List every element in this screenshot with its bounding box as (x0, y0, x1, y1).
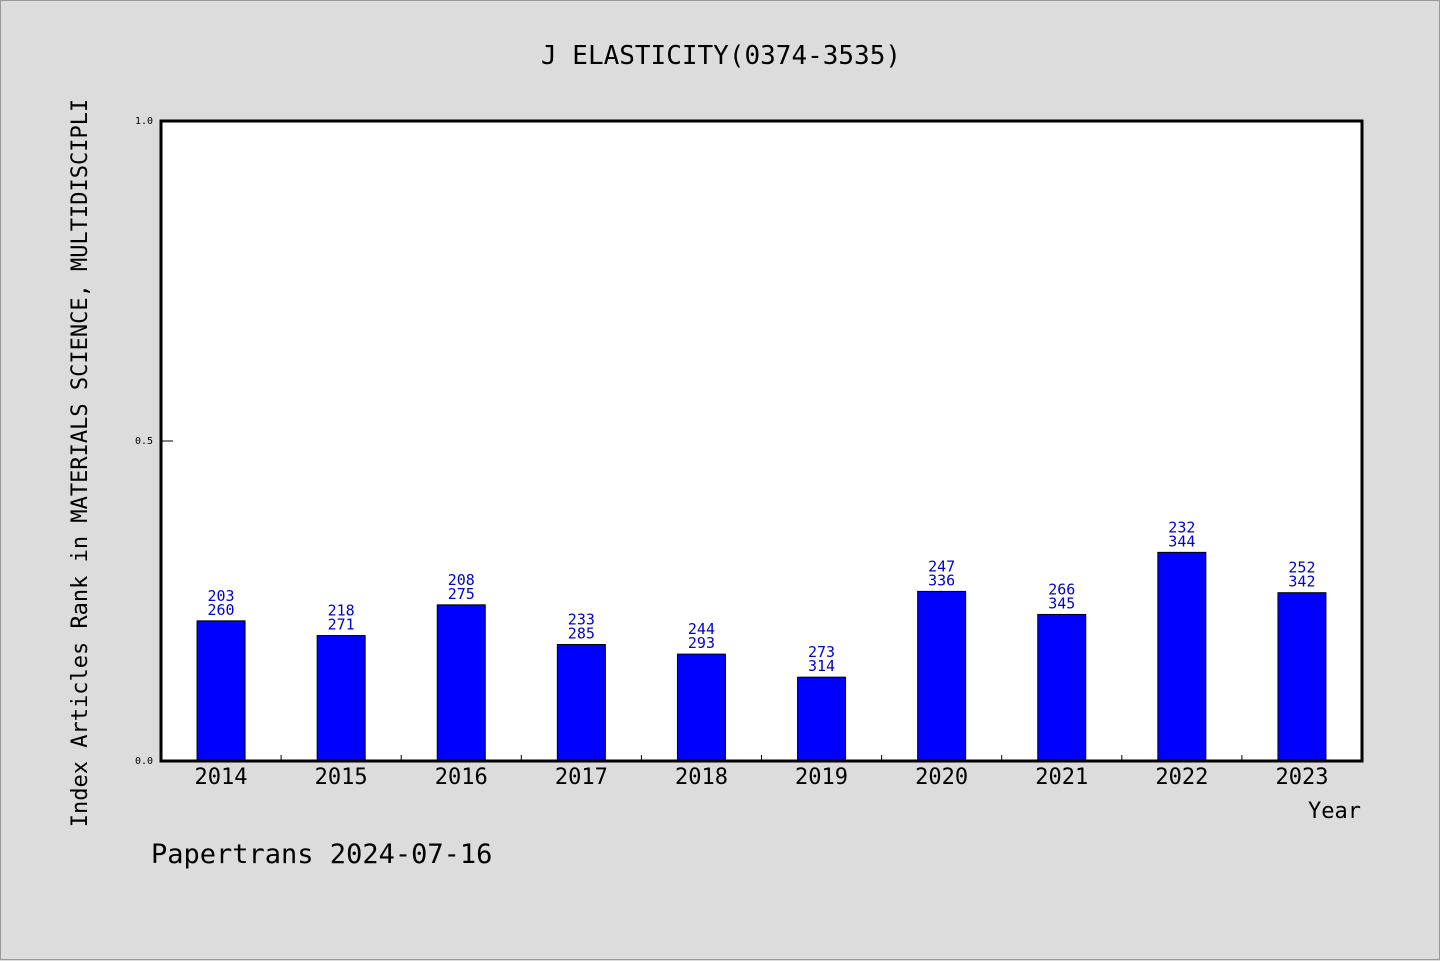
bar-label-bottom: 342 (1288, 573, 1315, 591)
x-tick-label: 2022 (1155, 765, 1208, 790)
x-tick-label: 2023 (1275, 765, 1328, 790)
y-tick-label: 0.5 (135, 436, 153, 447)
bar-label-bottom: 293 (688, 634, 715, 652)
bar-label-top: 266 (1048, 580, 1075, 598)
chart-title: J ELASTICITY(0374-3535) (541, 41, 901, 71)
x-tick-label: 2014 (195, 765, 248, 790)
x-tick-label: 2016 (435, 765, 488, 790)
bar-label-top: 273 (808, 643, 835, 661)
bar-label-top: 203 (208, 587, 235, 605)
bar-label-top: 244 (688, 620, 715, 638)
bar-2018 (676, 653, 726, 762)
bar-label-bottom: 345 (1048, 594, 1075, 612)
bar-2016 (436, 604, 486, 762)
bar-label-top: 218 (328, 602, 355, 620)
y-axis-label: Index Articles Rank in MATERIALS SCIENCE… (68, 99, 93, 827)
bar-label-bottom: 336 (928, 571, 955, 589)
x-tick-label: 2020 (915, 765, 968, 790)
bar-label-bottom: 314 (808, 657, 835, 675)
bar-2017 (556, 644, 606, 762)
bar-label-bottom: 271 (328, 616, 355, 634)
bar-label-top: 208 (448, 571, 475, 589)
bar-2023 (1277, 592, 1327, 762)
x-tick-label: 2015 (315, 765, 368, 790)
x-tick-label: 2019 (795, 765, 848, 790)
bar-2021 (1037, 613, 1087, 762)
credit-text: Papertrans 2024-07-16 (151, 839, 492, 870)
bar-label-bottom: 275 (448, 585, 475, 603)
bar-label-bottom: 285 (568, 625, 595, 643)
bar-2015 (316, 635, 366, 762)
bar-label-top: 232 (1168, 518, 1195, 536)
bar-label-bottom: 260 (208, 601, 235, 619)
bar-label-bottom: 344 (1168, 532, 1195, 550)
plot-frame (159, 119, 1364, 763)
bar-2020 (917, 590, 967, 762)
x-tick-label: 2017 (555, 765, 608, 790)
bar-label-top: 252 (1288, 559, 1315, 577)
bar-label-top: 233 (568, 611, 595, 629)
bar-2019 (797, 676, 847, 762)
x-axis-label: Year (1308, 799, 1361, 824)
x-tick-label: 2018 (675, 765, 728, 790)
bar-label-top: 247 (928, 557, 955, 575)
bar-2014 (196, 620, 246, 762)
y-tick-label: 0.0 (135, 756, 153, 767)
bar-2022 (1157, 551, 1207, 762)
x-tick-label: 2021 (1035, 765, 1088, 790)
bars (196, 551, 1327, 762)
y-tick-label: 1.0 (135, 116, 153, 127)
